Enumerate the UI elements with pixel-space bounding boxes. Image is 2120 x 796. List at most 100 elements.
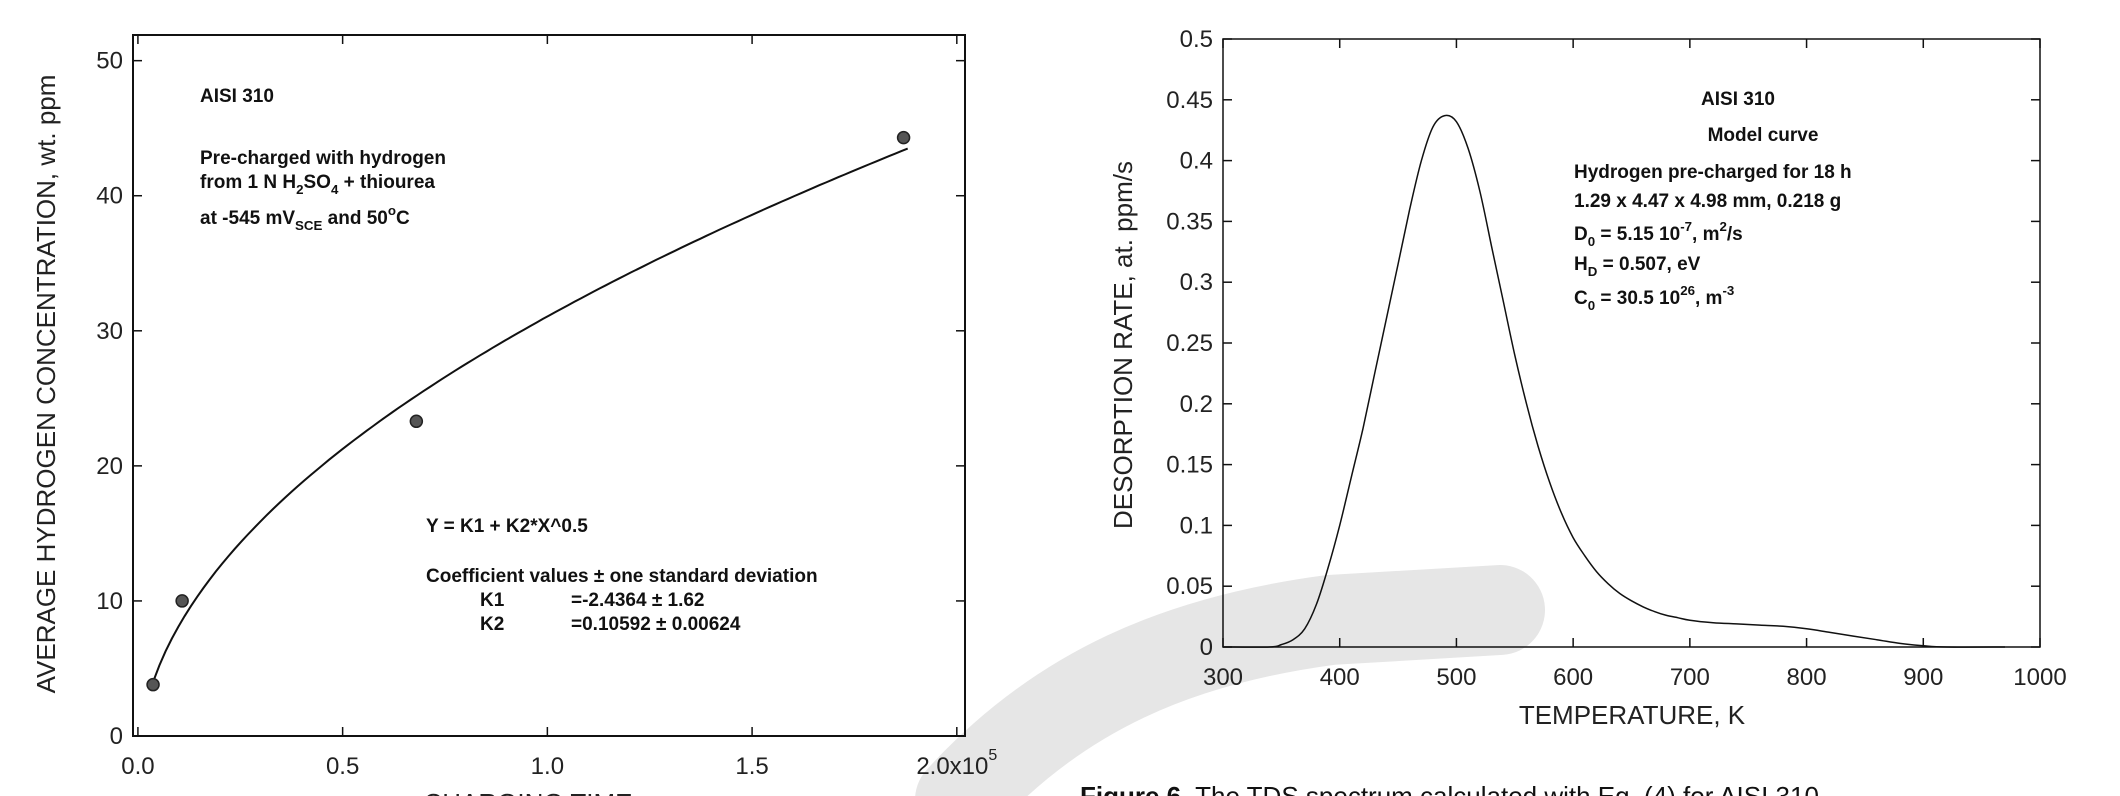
x-tick-label: 800 — [1787, 664, 1827, 691]
right-y-axis-label: DESORPTION RATE, at. ppm/s — [1108, 161, 1138, 529]
plot-frame — [1222, 38, 2041, 648]
annotation-right: C0 = 30.5 1026, m-3 — [1574, 283, 1734, 313]
subscript: 2 — [296, 182, 303, 197]
data-point — [896, 130, 911, 145]
x-tick-label: 600 — [1553, 664, 1593, 691]
y-tick-label: 0.2 — [1180, 391, 1213, 418]
y-tick-label: 40 — [96, 183, 123, 210]
fit-curve — [152, 147, 909, 683]
text-run: =0.10592 ± 0.00624 — [571, 614, 741, 635]
x-tick-label: 0.0 — [121, 753, 154, 780]
right-x-axis-label: TEMPERATURE, K — [1519, 700, 1746, 730]
annotation-left: K1 — [480, 590, 505, 611]
text-run: Coefficient values ± one standard deviat… — [426, 566, 818, 587]
text-run: H — [1574, 254, 1588, 275]
text-run: = 5.15 10 — [1595, 224, 1680, 245]
y-tick-label: 0.25 — [1166, 330, 1213, 357]
y-tick-label: 0.35 — [1166, 208, 1213, 235]
y-tick-label: 50 — [96, 48, 123, 75]
y-tick-label: 0.15 — [1166, 452, 1213, 479]
annotation-left: at -545 mVSCE and 50oC — [200, 203, 410, 233]
text-run: =-2.4364 ± 1.62 — [571, 590, 705, 611]
fit-formula: Y = K1 + K2*X^0.5 — [426, 516, 588, 537]
annotation-right: D0 = 5.15 10-7, m2/s — [1574, 219, 1743, 249]
text-run: 1.29 x 4.47 x 4.98 mm, 0.218 g — [1574, 191, 1841, 212]
superscript: -7 — [1680, 219, 1692, 234]
y-tick-label: 0.45 — [1166, 87, 1213, 114]
text-run: + thiourea — [338, 172, 435, 193]
x-tick-label: 1.0 — [531, 753, 564, 780]
data-point — [175, 594, 189, 608]
subscript: 4 — [331, 182, 339, 197]
text-run: at -545 mV — [200, 208, 295, 229]
x-tick-exponent: 5 — [988, 747, 997, 764]
text-run: Hydrogen pre-charged for 18 h — [1574, 162, 1852, 183]
annotation-right: Model curve — [1708, 125, 1819, 146]
watermark — [915, 565, 1545, 796]
text-run: AISI 310 — [200, 86, 274, 107]
text-run: AISI 310 — [1701, 89, 1775, 110]
x-tick-label: 1.5 — [735, 753, 768, 780]
subscript: 0 — [1588, 234, 1595, 249]
data-point — [409, 414, 424, 429]
y-tick-label: 0.4 — [1180, 148, 1213, 175]
figure-caption: Figure 6. The TDS spectrum calculated wi… — [1080, 781, 1819, 796]
figure-caption-label: Figure 6. — [1080, 781, 1188, 796]
data-point — [146, 677, 160, 692]
y-tick-label: 20 — [96, 453, 123, 480]
text-run: = 30.5 10 — [1595, 288, 1680, 309]
text-run: /s — [1727, 224, 1743, 245]
annotation-left: Pre-charged with hydrogen — [200, 148, 446, 169]
superscript: o — [388, 203, 396, 218]
subscript: D — [1588, 264, 1598, 279]
text-run: SO — [303, 172, 330, 193]
tds-spectrum-chart: 300 400 500 600 700 800 900 1000 0 0.05 0.1 0.15 0.2… — [1166, 26, 2066, 691]
text-run: K2 — [480, 614, 504, 635]
y-tick-label: 30 — [96, 318, 123, 345]
annotation-left: =0.10592 ± 0.00624 — [571, 614, 741, 635]
text-run: D — [1574, 224, 1588, 245]
hydrogen-concentration-chart: 0.0 0.5 1.0 1.5 2.0x105 0 10 20 30 40 50 AISI 310 Pr… — [96, 34, 997, 780]
y-tick-label: 0.5 — [1180, 26, 1213, 53]
superscript: -3 — [1722, 283, 1734, 298]
x-tick-label: 500 — [1436, 664, 1476, 691]
annotation-right: HD = 0.507, eV — [1574, 254, 1701, 279]
text-run: and 50 — [322, 208, 387, 229]
text-run: Model curve — [1708, 125, 1819, 146]
left-y-axis-label: AVERAGE HYDROGEN CONCENTRATION, wt. ppm — [31, 75, 61, 694]
watermark-swoosh — [915, 565, 1545, 796]
x-tick-label: 900 — [1903, 664, 1943, 691]
annotation-left: Coefficient values ± one standard deviat… — [426, 566, 818, 587]
figure-caption-text: The TDS spectrum calculated with Eq. (4)… — [1188, 781, 1819, 796]
text-run: , m — [1695, 288, 1722, 309]
annotation-right: 1.29 x 4.47 x 4.98 mm, 0.218 g — [1574, 191, 1841, 212]
y-tick-label: 0.1 — [1180, 512, 1213, 539]
annotation-right: Hydrogen pre-charged for 18 h — [1574, 162, 1852, 183]
text-run: C — [396, 208, 410, 229]
superscript: 26 — [1680, 283, 1695, 298]
superscript: 2 — [1719, 219, 1726, 234]
y-tick-label: 0.05 — [1166, 573, 1213, 600]
x-tick-label: 2.0x105 — [916, 747, 997, 780]
tds-curve — [1222, 114, 2006, 648]
left-x-axis-label: CHARGING TIME — [424, 788, 633, 796]
y-tick-label: 0 — [1200, 634, 1213, 661]
annotation-left: K2 — [480, 614, 504, 635]
x-tick-label: 300 — [1203, 664, 1243, 691]
plot-frame — [132, 34, 966, 737]
subscript: SCE — [295, 218, 322, 233]
y-tick-label: 0.3 — [1180, 269, 1213, 296]
text-run: from 1 N H — [200, 172, 296, 193]
text-run: , m — [1692, 224, 1719, 245]
text-run: Pre-charged with hydrogen — [200, 148, 446, 169]
y-tick-label: 10 — [96, 588, 123, 615]
annotation-left: AISI 310 — [200, 86, 274, 107]
x-tick-label: 700 — [1670, 664, 1710, 691]
subscript: 0 — [1588, 298, 1595, 313]
annotation-left: =-2.4364 ± 1.62 — [571, 590, 705, 611]
text-run: C — [1574, 288, 1588, 309]
x-tick-label: 1000 — [2013, 664, 2066, 691]
x-tick-label: 0.5 — [326, 753, 359, 780]
text-run: = 0.507, eV — [1597, 254, 1700, 275]
